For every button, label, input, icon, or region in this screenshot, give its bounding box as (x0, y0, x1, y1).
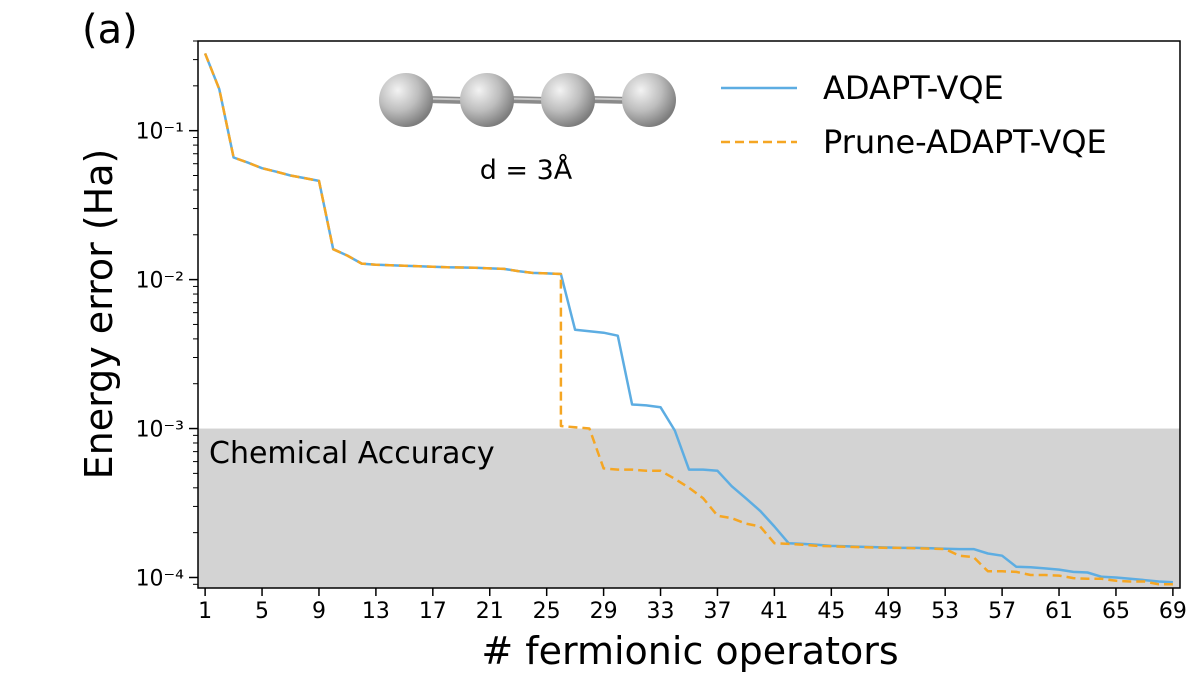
x-axis: 1 5 9 13 17 21 25 29 33 37 41 45 49 53 57 61 65 69 (198, 588, 1187, 624)
x-tick-label: 49 (874, 599, 902, 624)
series-line-prune-adapt-vqe (203, 52, 1173, 586)
series-line-adapt-vqe (203, 52, 1173, 584)
series-layer (203, 52, 1173, 586)
y-tick-label: 10⁻² (136, 269, 184, 294)
panel-label: (a) (82, 7, 138, 53)
x-tick-label: 17 (419, 599, 447, 624)
x-tick-label: 5 (255, 599, 269, 624)
plot-frame (197, 40, 1181, 589)
molecule-atoms (379, 73, 676, 127)
molecule-inset: d = 3Å (379, 73, 676, 186)
x-tick-label: 1 (198, 599, 212, 624)
x-tick-label: 41 (760, 599, 788, 624)
x-tick-label: 9 (312, 599, 326, 624)
chemical-accuracy-label: Chemical Accuracy (209, 436, 495, 471)
x-tick-label: 69 (1159, 599, 1187, 624)
molecule-atom (379, 73, 433, 127)
bond-distance-label: d = 3Å (480, 154, 573, 186)
molecule-atom (622, 73, 676, 127)
molecule-bonds (405, 95, 650, 105)
molecule-atom (541, 73, 595, 127)
legend-label-adapt-vqe: ADAPT-VQE (823, 69, 1004, 107)
y-axis-title: Energy error (Ha) (77, 149, 121, 480)
x-tick-label: 37 (703, 599, 731, 624)
x-tick-label: 33 (647, 599, 675, 624)
y-tick-label: 10⁻³ (136, 418, 184, 443)
x-tick-label: 25 (533, 599, 561, 624)
x-tick-label: 13 (362, 599, 390, 624)
chemical-accuracy-band (198, 428, 1180, 588)
x-tick-label: 53 (931, 599, 959, 624)
legend-label-prune-adapt-vqe: Prune-ADAPT-VQE (823, 123, 1107, 161)
x-tick-label: 45 (817, 599, 845, 624)
plot-area: Chemical Accuracy (197, 40, 1181, 589)
molecule-atom (460, 73, 514, 127)
x-tick-label: 21 (476, 599, 504, 624)
x-tick-label: 65 (1102, 599, 1130, 624)
x-tick-label: 29 (590, 599, 618, 624)
x-axis-title: # fermionic operators (481, 629, 898, 673)
y-axis: 10⁻⁴ 10⁻³ 10⁻² 10⁻¹ (136, 40, 198, 591)
x-tick-label: 61 (1045, 599, 1073, 624)
legend: ADAPT-VQE Prune-ADAPT-VQE (721, 69, 1107, 161)
x-tick-label: 57 (988, 599, 1016, 624)
y-tick-label: 10⁻⁴ (136, 566, 185, 591)
y-tick-label: 10⁻¹ (136, 120, 184, 145)
